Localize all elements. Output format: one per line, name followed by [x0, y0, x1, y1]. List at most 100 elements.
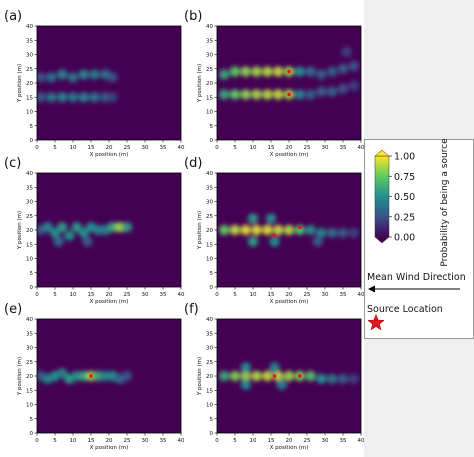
- heat-layer: [219, 213, 359, 247]
- y-tick-label: 40: [206, 24, 213, 30]
- heat-cell: [229, 89, 241, 100]
- x-tick-label: 15: [88, 438, 95, 444]
- heat-cell: [273, 224, 284, 236]
- y-tick-label: 15: [206, 242, 213, 248]
- x-axis-label: X position (m): [270, 152, 309, 158]
- heat-cell: [276, 379, 287, 390]
- y-tick-label: 35: [206, 185, 213, 191]
- x-tick-label: 10: [250, 145, 257, 151]
- heat-cell: [78, 92, 90, 103]
- x-tick-label: 30: [322, 145, 329, 151]
- heat-cell: [312, 236, 323, 247]
- x-tick-label: 20: [106, 292, 113, 298]
- legend-source-label: Source Location: [367, 304, 443, 315]
- x-tick-label: 35: [160, 292, 167, 298]
- heat-cell: [219, 224, 230, 236]
- heat-cell: [348, 373, 359, 385]
- y-tick-label: 20: [206, 374, 213, 380]
- y-tick-label: 10: [26, 257, 33, 263]
- x-tick-label: 10: [70, 438, 77, 444]
- x-tick-label: 0: [35, 438, 39, 444]
- x-tick-label: 5: [53, 292, 57, 298]
- x-tick-label: 5: [233, 145, 237, 151]
- heat-cell: [114, 221, 126, 233]
- y-tick-label: 35: [26, 331, 33, 337]
- y-tick-label: 40: [26, 171, 33, 177]
- colorbar-bar: [374, 155, 390, 238]
- heat-cell: [251, 66, 262, 77]
- heat-cell: [294, 89, 305, 100]
- heat-cell: [100, 370, 111, 382]
- x-tick-label: 10: [250, 438, 257, 444]
- plot-area: [217, 26, 361, 140]
- x-tick-label: 5: [53, 145, 57, 151]
- x-tick-label: 15: [268, 438, 275, 444]
- heat-cell: [37, 72, 46, 83]
- y-tick-label: 35: [26, 38, 33, 44]
- panel-label: (f): [184, 302, 199, 317]
- colorbar-tick-label: 0.75: [394, 172, 415, 183]
- x-tick-label: 0: [215, 292, 219, 298]
- heat-cell: [82, 236, 93, 247]
- heat-cell: [327, 86, 338, 97]
- y-tick-label: 5: [30, 124, 34, 130]
- x-tick-label: 35: [340, 438, 347, 444]
- heat-cell: [247, 213, 259, 224]
- heat-cell: [251, 370, 262, 382]
- y-tick-label: 30: [206, 53, 213, 59]
- x-tick-label: 35: [340, 145, 347, 151]
- y-tick-label: 5: [30, 271, 34, 277]
- source-marker: [89, 374, 93, 378]
- y-tick-label: 0: [210, 285, 214, 291]
- x-tick-label: 30: [322, 438, 329, 444]
- heat-cell: [269, 236, 280, 247]
- heat-cell: [269, 362, 280, 373]
- heat-cell: [273, 370, 284, 382]
- heat-cell: [251, 224, 262, 236]
- y-tick-label: 40: [206, 171, 213, 177]
- y-tick-label: 0: [210, 431, 214, 437]
- y-tick-label: 15: [26, 95, 33, 101]
- y-tick-label: 5: [30, 417, 34, 423]
- heat-cell: [273, 66, 284, 77]
- heat-cell: [42, 221, 53, 233]
- heat-cell: [262, 224, 273, 236]
- y-tick-label: 30: [206, 200, 213, 206]
- heat-cell: [78, 370, 90, 382]
- heat-cell: [240, 362, 251, 373]
- x-tick-label: 35: [160, 145, 167, 151]
- heat-cell: [100, 92, 111, 103]
- x-tick-label: 40: [358, 438, 365, 444]
- y-tick-label: 5: [210, 271, 214, 277]
- heat-cell: [46, 72, 57, 83]
- y-axis-label: Y position (m): [17, 211, 23, 250]
- x-tick-label: 15: [88, 145, 95, 151]
- heat-cell: [37, 92, 46, 103]
- heat-cell: [93, 370, 104, 382]
- source-marker: [272, 374, 277, 378]
- heat-cell: [240, 370, 251, 382]
- heat-cell: [240, 224, 251, 236]
- heat-layer: [37, 69, 118, 103]
- y-tick-label: 5: [210, 124, 214, 130]
- y-tick-label: 25: [206, 214, 213, 220]
- x-tick-label: 30: [142, 145, 149, 151]
- heat-cell: [219, 370, 230, 382]
- y-tick-label: 15: [206, 388, 213, 394]
- y-axis-label: Y position (m): [197, 64, 203, 103]
- y-tick-label: 20: [26, 81, 33, 87]
- x-tick-label: 20: [286, 292, 293, 298]
- heat-cell: [78, 69, 90, 80]
- heat-cell: [283, 370, 295, 382]
- y-tick-label: 40: [206, 317, 213, 323]
- x-tick-label: 20: [106, 438, 113, 444]
- heat-cell: [57, 69, 68, 80]
- panel-label: (e): [4, 302, 22, 317]
- heat-cell: [107, 92, 118, 103]
- heat-cell: [341, 46, 352, 57]
- panel-c: [34, 172, 182, 290]
- heat-cell: [262, 66, 273, 77]
- x-tick-label: 0: [35, 145, 39, 151]
- heat-cell: [265, 213, 277, 224]
- y-tick-label: 35: [206, 331, 213, 337]
